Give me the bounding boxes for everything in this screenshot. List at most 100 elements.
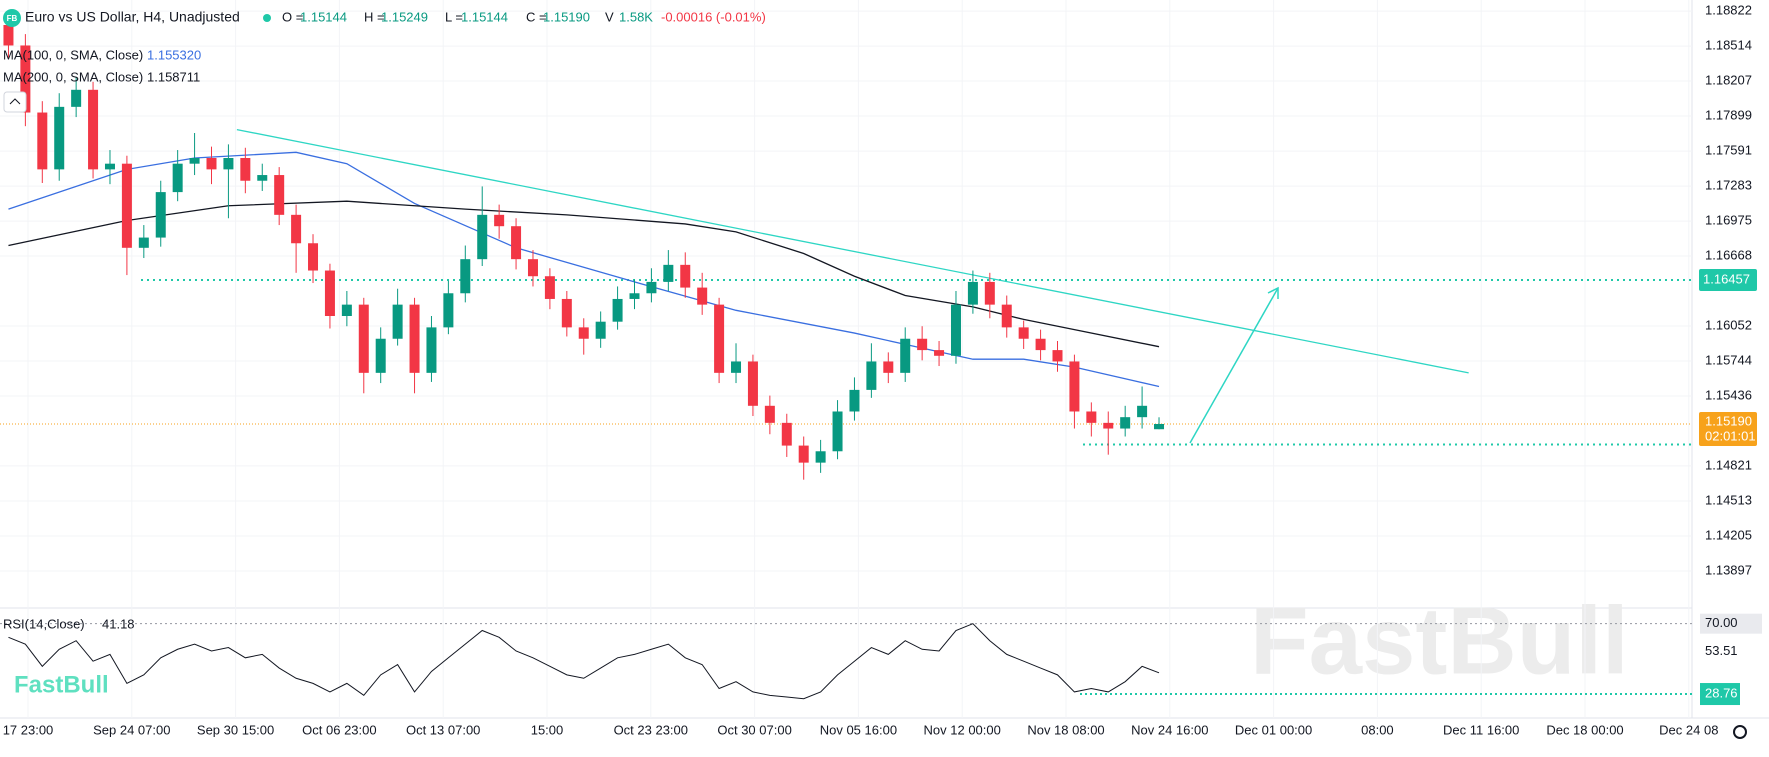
candle-body [764,405,775,423]
candle-body [443,293,454,328]
candle-body [138,237,149,248]
y-tick-label: 1.15436 [1705,387,1752,402]
watermark-small: FastBull [14,671,109,698]
candle-body [900,338,911,373]
candle-body [1018,327,1029,339]
candle-body [629,293,640,299]
candle-body [409,304,420,373]
candle-body [392,304,403,339]
candle-body [883,361,894,373]
oversold-box [1700,683,1740,706]
collapse-icon [9,98,21,105]
x-tick-label: 15:00 [531,722,564,737]
candle-body [358,304,369,373]
rsi-tick-label: 70.00 [1705,615,1738,630]
logo-text: FB [7,14,18,23]
watermark: FastBull [1250,587,1629,694]
candle-body [88,89,99,170]
candle-body [1103,422,1114,429]
oversold-label: 28.76 [1705,685,1738,700]
x-tick-label: Oct 30 07:00 [717,722,791,737]
y-tick-label: 1.17899 [1705,107,1752,122]
candle-body [291,214,302,244]
o-value: 1.15144 [300,9,347,24]
collapse-button[interactable] [3,91,27,113]
rsi-value: 41.18 [102,616,135,631]
x-tick-label: Nov 05 16:00 [820,722,897,737]
candle-body [1154,423,1165,430]
x-tick-label: Oct 23 23:00 [614,722,688,737]
candle-body [341,304,352,317]
y-tick-label: 1.14513 [1705,492,1752,507]
x-tick-label: Dec 01 00:00 [1235,722,1312,737]
o-label: O = [282,9,303,24]
status-dot [263,14,271,22]
settings-icon[interactable] [1733,725,1747,739]
candle-body [697,287,708,305]
x-tick-label: Sep 24 07:00 [93,722,170,737]
candle-body [832,411,843,452]
candle-body [223,158,234,170]
y-tick-label: 1.14821 [1705,457,1752,472]
y-tick-label: 1.18207 [1705,72,1752,87]
candle-body [578,327,589,339]
forecast-arrow [1189,287,1279,444]
x-tick-label: 08:00 [1361,722,1394,737]
candle-body [206,158,217,170]
y-tick-label: 1.18514 [1705,38,1752,53]
candle-body [1137,405,1148,418]
x-tick-label: Nov 24 16:00 [1131,722,1208,737]
x-tick-label: Oct 13 07:00 [406,722,480,737]
ma100-value: 1.155320 [147,47,201,62]
candle-body [308,243,319,271]
candle-body [781,422,792,446]
candle-body [747,361,758,406]
candle-body [731,361,742,373]
change: -0.00016 (-0.01%) [661,9,766,24]
candle-body [3,25,14,46]
candle-body [917,338,928,351]
resistance-label: 1.16457 [1703,271,1750,286]
candle-body [20,45,31,113]
candle-body [561,298,572,328]
candle-body [527,259,538,277]
candle-body [477,214,488,260]
candle-body [646,281,657,294]
y-tick-label: 1.16975 [1705,213,1752,228]
candle-body [324,270,335,317]
candle-body [121,163,132,248]
v-value: 1.58K [619,9,653,24]
x-tick-label: Dec 24 08 [1659,722,1718,737]
x-tick-label: Nov 12 00:00 [924,722,1001,737]
v-label: V [605,9,614,24]
candle-body [1035,338,1046,351]
candle-body [612,298,623,322]
candle-body [544,276,555,299]
candle-body [375,338,386,373]
last-price-box [1699,411,1757,446]
x-tick-label: Dec 11 16:00 [1443,722,1519,737]
y-tick-label: 1.15744 [1705,352,1752,367]
x-tick-label: Sep 30 15:00 [197,722,274,737]
candle-body [189,158,200,164]
candle-body [866,361,877,390]
candle-body [460,259,471,294]
rsi-tick-label: 53.51 [1705,643,1738,658]
candle-body [798,445,809,463]
candle-body [172,163,183,193]
countdown: 02:01:01 [1705,428,1756,443]
candle-body [967,281,978,305]
candle-body [1120,417,1131,429]
last-price-label: 1.15190 [1705,413,1752,428]
symbol-title: Euro vs US Dollar, H4, Unadjusted [25,9,240,25]
candle-body [714,304,725,373]
y-tick-label: 1.18822 [1705,3,1752,18]
ma200-value: 1.158711 [147,69,200,84]
candle-body [984,281,995,305]
candle-body [426,327,437,373]
y-tick-label: 1.17591 [1705,143,1752,158]
ma100-label: MA(100, 0, SMA, Close) [3,47,143,62]
x-tick-label: 17 23:00 [3,722,54,737]
y-tick-label: 1.14205 [1705,527,1752,542]
